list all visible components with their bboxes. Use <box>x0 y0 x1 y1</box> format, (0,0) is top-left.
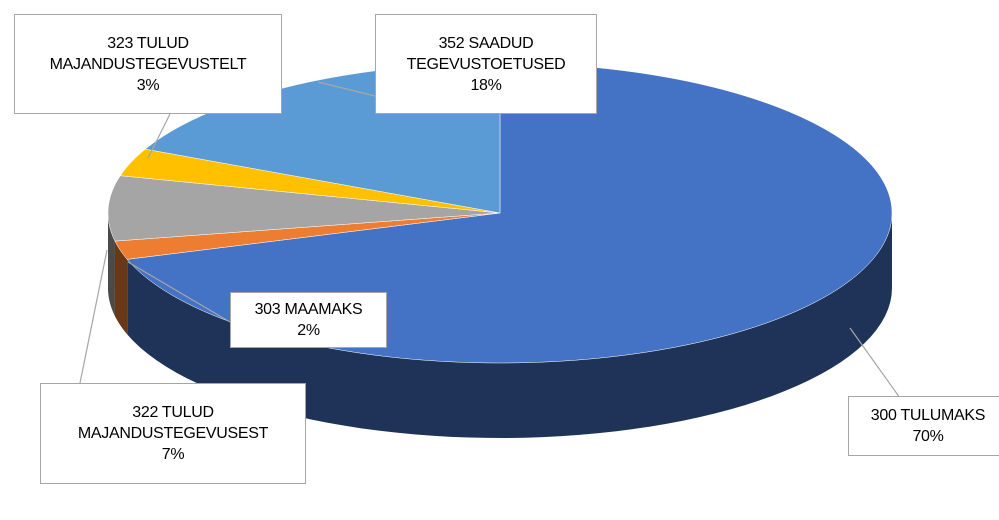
label-name: 322 TULUD MAJANDUSTEGEVUSEST <box>77 404 269 442</box>
label-percent: 7% <box>161 446 185 463</box>
label-percent: 2% <box>297 322 320 339</box>
label-name: 352 SAADUD TEGEVUSTOETUSED <box>406 34 566 73</box>
pie-side <box>127 213 892 438</box>
pie-side <box>108 213 115 317</box>
leader-line <box>127 261 231 323</box>
label-name: 323 TULUD MAJANDUSTEGEVUSTELT <box>49 34 247 73</box>
data-label: 323 TULUD MAJANDUSTEGEVUSTELT 3% <box>14 14 282 114</box>
label-name: 303 MAAMAKS <box>254 301 363 318</box>
leader-line <box>147 113 171 159</box>
leader-line <box>317 81 376 97</box>
label-percent: 3% <box>136 76 160 94</box>
data-label: 352 SAADUD TEGEVUSTOETUSED 18% <box>375 14 597 114</box>
pie-slice <box>107 175 501 242</box>
pie-slice <box>114 212 501 260</box>
data-label: 322 TULUD MAJANDUSTEGEVUSEST 7% <box>40 383 306 484</box>
label-percent: 18% <box>470 76 502 94</box>
pie-side <box>114 241 128 335</box>
leader-line <box>79 249 108 384</box>
pie-slice <box>119 148 501 214</box>
label-name: 300 TULUMAKS <box>870 407 986 424</box>
data-label: 303 MAAMAKS 2% <box>230 292 387 348</box>
data-label: 300 TULUMAKS 70% <box>848 396 999 456</box>
label-percent: 70% <box>912 428 944 445</box>
